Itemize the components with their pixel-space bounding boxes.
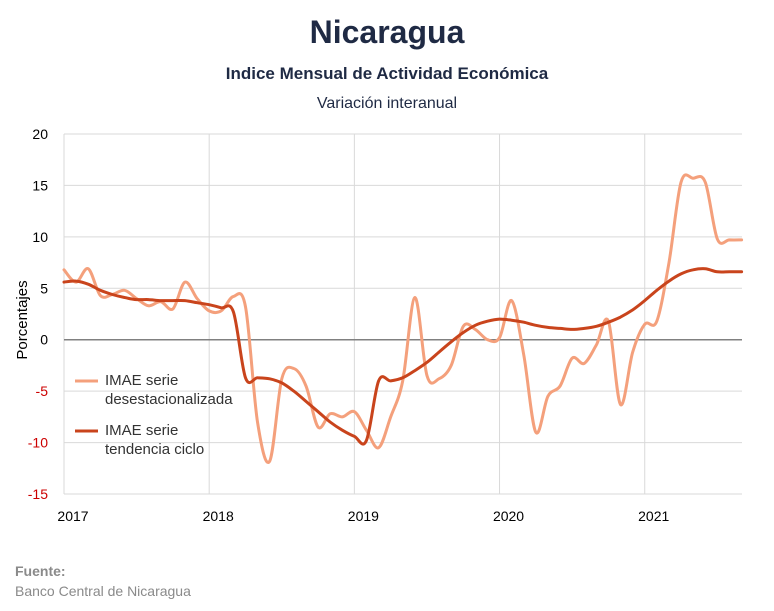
y-tick-label: 5	[40, 280, 48, 296]
legend-label-tendencia: IMAE serie	[105, 422, 178, 439]
series-layer	[62, 173, 744, 465]
y-tick-label: -5	[36, 383, 49, 399]
chart-subtitle-variation: Variación interanual	[316, 95, 458, 112]
chart-title: Nicaragua	[309, 14, 465, 50]
x-tick-label: 2018	[203, 508, 234, 524]
y-tick-label: 0	[40, 332, 48, 348]
y-axis-label: Porcentajes	[14, 280, 31, 359]
legend-label-desestacionalizada: desestacionalizada	[105, 391, 233, 408]
x-tick-label: 2017	[57, 508, 88, 524]
x-tick-label: 2021	[638, 508, 669, 524]
y-tick-label: 15	[32, 177, 48, 193]
y-tick-label: -10	[28, 435, 48, 451]
x-tick-label: 2019	[348, 508, 379, 524]
y-tick-label: 20	[32, 126, 48, 142]
series-line-desestacionalizada	[62, 173, 744, 465]
y-tick-label: 10	[32, 229, 48, 245]
x-tick-label: 2020	[493, 508, 524, 524]
source-label: Fuente:	[15, 563, 66, 579]
legend-label-tendencia: tendencia ciclo	[105, 441, 204, 458]
legend: IMAE serie desestacionalizada IMAE serie te…	[75, 372, 233, 458]
series-line-tendencia	[62, 267, 744, 446]
grid-layer	[63, 133, 742, 495]
chart-subtitle: Indice Mensual de Actividad Económica	[225, 64, 549, 83]
source-value: Banco Central de Nicaragua	[15, 583, 191, 599]
legend-label-desestacionalizada: IMAE serie	[105, 372, 178, 389]
axis-layer: 20 15 10 5 0 -5 -10 -15 2017 2018 2019 2020 2021	[28, 126, 670, 524]
y-tick-label: -15	[28, 486, 48, 502]
